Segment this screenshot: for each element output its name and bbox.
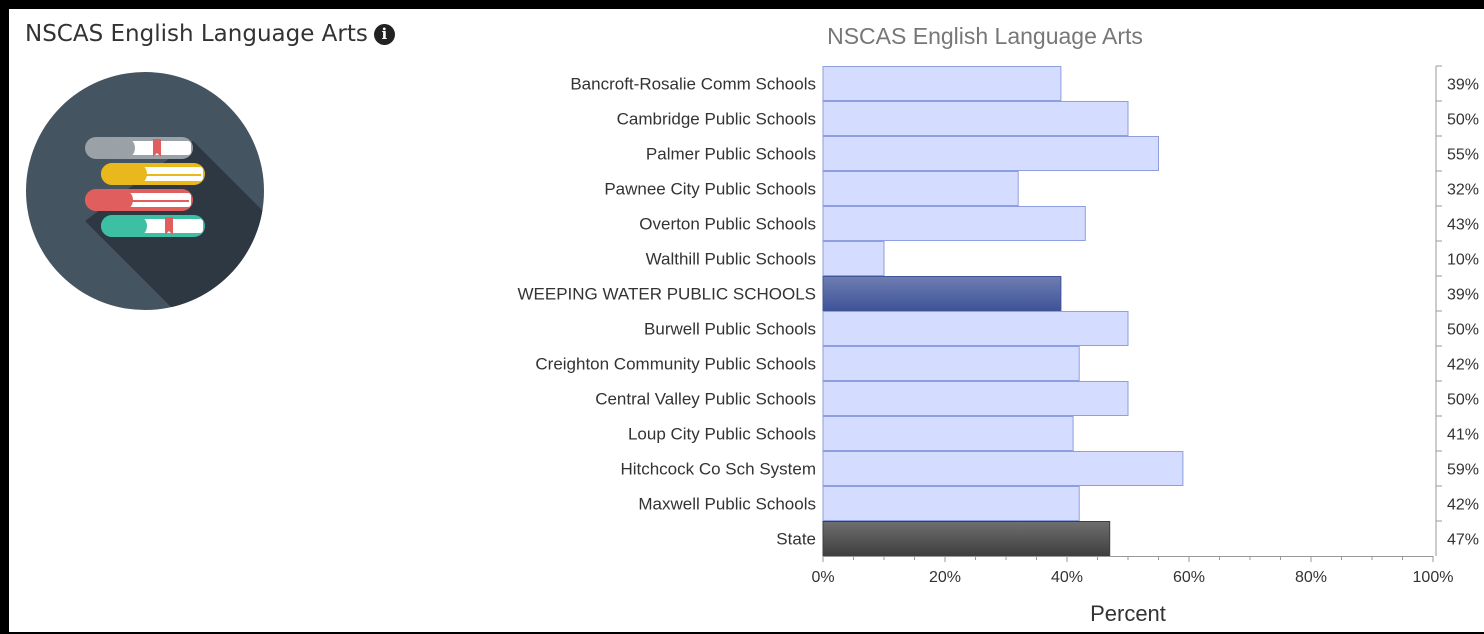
chart-title: NSCAS English Language Arts xyxy=(827,23,1143,49)
x-tick-label: 20% xyxy=(929,569,961,586)
panel-title: NSCAS English Language Arts xyxy=(25,21,368,47)
category-label: Pawnee City Public Schools xyxy=(604,180,816,199)
bar[interactable] xyxy=(822,276,1062,311)
bar[interactable] xyxy=(822,136,1159,171)
bar[interactable] xyxy=(822,346,1080,381)
books-stack-icon xyxy=(26,72,264,310)
bar[interactable] xyxy=(822,241,885,276)
category-label: Walthill Public Schools xyxy=(646,250,816,269)
value-label: 59% xyxy=(1447,462,1479,479)
category-label: Hitchcock Co Sch System xyxy=(620,460,816,479)
bar[interactable] xyxy=(822,416,1074,451)
bar-chart: NSCAS English Language Arts Bancroft-Ros… xyxy=(518,23,1480,626)
category-label: Creighton Community Public Schools xyxy=(535,355,816,374)
category-label: Loup City Public Schools xyxy=(628,425,816,444)
category-label: Burwell Public Schools xyxy=(644,320,816,339)
panel-header: NSCAS English Language Arts i xyxy=(25,21,395,47)
category-label: Bancroft-Rosalie Comm Schools xyxy=(570,75,816,94)
bar[interactable] xyxy=(822,311,1129,346)
value-label: 39% xyxy=(1447,287,1479,304)
bar[interactable] xyxy=(822,66,1062,101)
value-label: 41% xyxy=(1447,427,1479,444)
bar[interactable] xyxy=(822,486,1080,521)
category-label: Cambridge Public Schools xyxy=(617,110,816,129)
category-label: Palmer Public Schools xyxy=(646,145,816,164)
x-tick-label: 80% xyxy=(1295,569,1327,586)
bar[interactable] xyxy=(822,206,1086,241)
category-label: Overton Public Schools xyxy=(639,215,816,234)
bar[interactable] xyxy=(822,451,1184,486)
value-label: 10% xyxy=(1447,252,1479,269)
bar[interactable] xyxy=(822,101,1129,136)
category-label: Central Valley Public Schools xyxy=(595,390,816,409)
category-label: Maxwell Public Schools xyxy=(638,495,816,514)
value-label: 42% xyxy=(1447,497,1479,514)
value-label: 42% xyxy=(1447,357,1479,374)
x-axis-title: Percent xyxy=(1090,601,1166,626)
x-tick-label: 40% xyxy=(1051,569,1083,586)
value-label: 43% xyxy=(1447,217,1479,234)
value-label: 50% xyxy=(1447,322,1479,339)
value-label: 50% xyxy=(1447,392,1479,409)
category-label: WEEPING WATER PUBLIC SCHOOLS xyxy=(518,285,817,304)
value-label: 47% xyxy=(1447,532,1479,549)
chart-panel: NSCAS English Language Arts i NSCAS Engli… xyxy=(9,9,1484,632)
value-label: 39% xyxy=(1447,77,1479,94)
x-tick-label: 100% xyxy=(1413,569,1454,586)
value-label: 50% xyxy=(1447,112,1479,129)
value-label: 32% xyxy=(1447,182,1479,199)
x-tick-label: 0% xyxy=(811,569,834,586)
bar[interactable] xyxy=(822,171,1019,206)
bar[interactable] xyxy=(822,521,1111,556)
bar[interactable] xyxy=(822,381,1129,416)
x-tick-label: 60% xyxy=(1173,569,1205,586)
category-label: State xyxy=(776,530,816,549)
info-circle-icon[interactable]: i xyxy=(373,24,395,45)
value-label: 55% xyxy=(1447,147,1479,164)
